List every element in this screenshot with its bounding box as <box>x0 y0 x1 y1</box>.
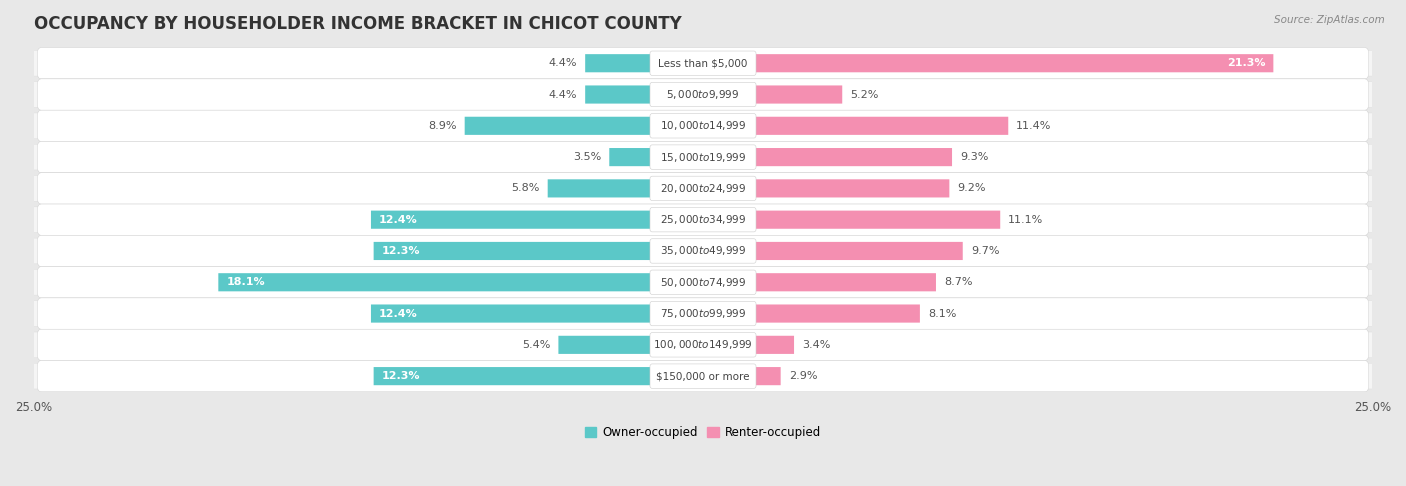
FancyBboxPatch shape <box>558 336 703 354</box>
FancyBboxPatch shape <box>20 269 1386 295</box>
FancyBboxPatch shape <box>38 298 1368 329</box>
FancyBboxPatch shape <box>38 79 1368 110</box>
Text: 9.7%: 9.7% <box>970 246 1000 256</box>
Text: 3.5%: 3.5% <box>574 152 602 162</box>
FancyBboxPatch shape <box>20 301 1386 327</box>
FancyBboxPatch shape <box>703 179 949 197</box>
Text: 8.7%: 8.7% <box>943 277 973 287</box>
FancyBboxPatch shape <box>609 148 703 166</box>
FancyBboxPatch shape <box>703 242 963 260</box>
FancyBboxPatch shape <box>464 117 703 135</box>
FancyBboxPatch shape <box>38 361 1368 392</box>
FancyBboxPatch shape <box>650 208 756 232</box>
FancyBboxPatch shape <box>650 51 756 75</box>
FancyBboxPatch shape <box>38 235 1368 267</box>
Text: 11.4%: 11.4% <box>1017 121 1052 131</box>
FancyBboxPatch shape <box>38 173 1368 204</box>
FancyBboxPatch shape <box>703 117 1008 135</box>
FancyBboxPatch shape <box>38 267 1368 298</box>
Text: 4.4%: 4.4% <box>548 89 576 100</box>
FancyBboxPatch shape <box>703 210 1000 229</box>
FancyBboxPatch shape <box>703 86 842 104</box>
FancyBboxPatch shape <box>374 367 703 385</box>
Text: 12.3%: 12.3% <box>381 246 420 256</box>
FancyBboxPatch shape <box>38 48 1368 79</box>
FancyBboxPatch shape <box>650 364 756 388</box>
FancyBboxPatch shape <box>703 336 794 354</box>
Text: Source: ZipAtlas.com: Source: ZipAtlas.com <box>1274 15 1385 25</box>
Text: 5.8%: 5.8% <box>512 183 540 193</box>
FancyBboxPatch shape <box>650 270 756 295</box>
FancyBboxPatch shape <box>20 207 1386 232</box>
Text: $100,000 to $149,999: $100,000 to $149,999 <box>654 338 752 351</box>
Text: 8.1%: 8.1% <box>928 309 956 318</box>
Text: $10,000 to $14,999: $10,000 to $14,999 <box>659 119 747 132</box>
Text: OCCUPANCY BY HOUSEHOLDER INCOME BRACKET IN CHICOT COUNTY: OCCUPANCY BY HOUSEHOLDER INCOME BRACKET … <box>34 15 682 33</box>
FancyBboxPatch shape <box>650 176 756 201</box>
Text: 11.1%: 11.1% <box>1008 215 1043 225</box>
FancyBboxPatch shape <box>703 148 952 166</box>
FancyBboxPatch shape <box>703 273 936 291</box>
Text: 3.4%: 3.4% <box>801 340 831 350</box>
FancyBboxPatch shape <box>20 175 1386 201</box>
Text: $75,000 to $99,999: $75,000 to $99,999 <box>659 307 747 320</box>
FancyBboxPatch shape <box>703 304 920 323</box>
Text: 21.3%: 21.3% <box>1227 58 1265 68</box>
Text: 18.1%: 18.1% <box>226 277 264 287</box>
Text: $35,000 to $49,999: $35,000 to $49,999 <box>659 244 747 258</box>
FancyBboxPatch shape <box>20 238 1386 264</box>
Text: 2.9%: 2.9% <box>789 371 817 381</box>
Text: 12.4%: 12.4% <box>380 215 418 225</box>
Text: 9.2%: 9.2% <box>957 183 986 193</box>
FancyBboxPatch shape <box>20 82 1386 107</box>
FancyBboxPatch shape <box>585 86 703 104</box>
FancyBboxPatch shape <box>20 364 1386 389</box>
Text: 9.3%: 9.3% <box>960 152 988 162</box>
Text: $5,000 to $9,999: $5,000 to $9,999 <box>666 88 740 101</box>
Text: $150,000 or more: $150,000 or more <box>657 371 749 381</box>
FancyBboxPatch shape <box>218 273 703 291</box>
Text: 5.2%: 5.2% <box>851 89 879 100</box>
Text: $25,000 to $34,999: $25,000 to $34,999 <box>659 213 747 226</box>
FancyBboxPatch shape <box>20 144 1386 170</box>
FancyBboxPatch shape <box>703 54 1274 72</box>
FancyBboxPatch shape <box>38 110 1368 141</box>
FancyBboxPatch shape <box>20 332 1386 358</box>
FancyBboxPatch shape <box>650 114 756 138</box>
FancyBboxPatch shape <box>650 82 756 107</box>
FancyBboxPatch shape <box>703 367 780 385</box>
FancyBboxPatch shape <box>38 329 1368 361</box>
Text: 5.4%: 5.4% <box>522 340 550 350</box>
FancyBboxPatch shape <box>38 141 1368 173</box>
Text: $50,000 to $74,999: $50,000 to $74,999 <box>659 276 747 289</box>
FancyBboxPatch shape <box>650 239 756 263</box>
FancyBboxPatch shape <box>20 51 1386 76</box>
Text: $15,000 to $19,999: $15,000 to $19,999 <box>659 151 747 164</box>
Text: 12.3%: 12.3% <box>381 371 420 381</box>
Text: 12.4%: 12.4% <box>380 309 418 318</box>
FancyBboxPatch shape <box>38 204 1368 235</box>
Legend: Owner-occupied, Renter-occupied: Owner-occupied, Renter-occupied <box>579 421 827 444</box>
FancyBboxPatch shape <box>371 210 703 229</box>
FancyBboxPatch shape <box>20 113 1386 139</box>
FancyBboxPatch shape <box>548 179 703 197</box>
FancyBboxPatch shape <box>650 145 756 169</box>
Text: $20,000 to $24,999: $20,000 to $24,999 <box>659 182 747 195</box>
FancyBboxPatch shape <box>650 301 756 326</box>
FancyBboxPatch shape <box>371 304 703 323</box>
Text: Less than $5,000: Less than $5,000 <box>658 58 748 68</box>
FancyBboxPatch shape <box>650 332 756 357</box>
Text: 4.4%: 4.4% <box>548 58 576 68</box>
FancyBboxPatch shape <box>585 54 703 72</box>
FancyBboxPatch shape <box>374 242 703 260</box>
Text: 8.9%: 8.9% <box>429 121 457 131</box>
